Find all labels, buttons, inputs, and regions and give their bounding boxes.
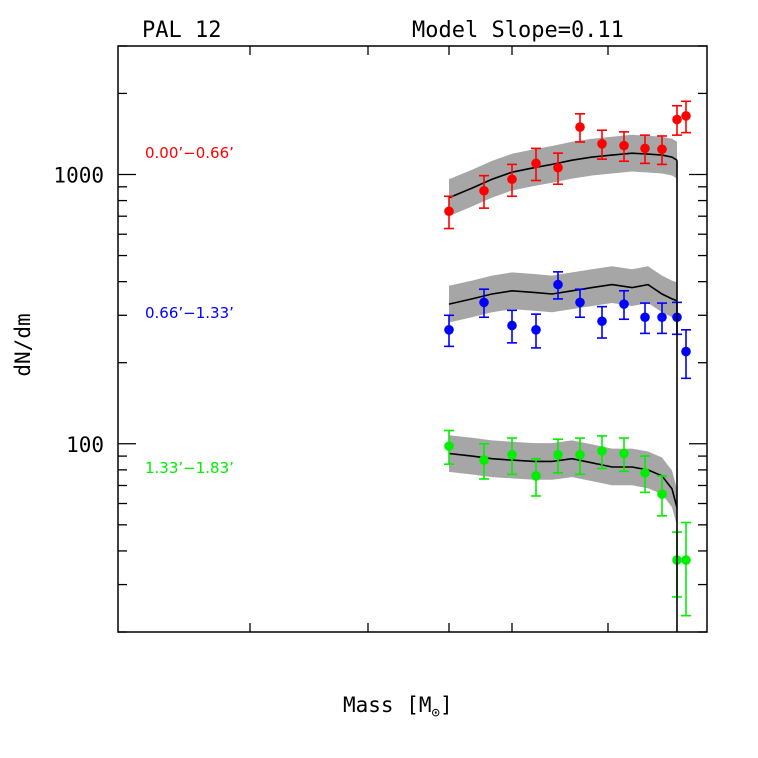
- series-label-2: 0.66’−1.33’: [145, 304, 234, 322]
- point-marker: [553, 450, 563, 460]
- plot-area: 0.00’−0.66’ 0.66’−1.33’ 1.33’−1.83’: [145, 100, 691, 632]
- data-point: [681, 328, 691, 380]
- x-axis-title-close: ]: [440, 693, 453, 717]
- data-point: [507, 437, 517, 476]
- point-marker: [575, 122, 585, 132]
- data-point: [444, 429, 454, 465]
- data-point: [657, 135, 667, 166]
- point-marker: [640, 143, 650, 154]
- data-point: [681, 521, 691, 617]
- data-point: [553, 152, 563, 186]
- point-marker: [640, 468, 650, 478]
- series-3: [444, 429, 691, 617]
- series-1: [444, 100, 691, 230]
- data-point: [619, 289, 629, 321]
- point-marker: [575, 297, 585, 308]
- data-point: [479, 174, 489, 209]
- model-line-1: [448, 152, 678, 199]
- data-point: [640, 302, 650, 335]
- data-point: [619, 437, 629, 473]
- data-point: [597, 129, 607, 160]
- point-marker: [597, 446, 607, 456]
- y-tick-label: 1000: [53, 163, 104, 187]
- series-label-3: 1.33’−1.83’: [145, 459, 234, 477]
- point-marker: [681, 111, 691, 121]
- data-point: [575, 288, 585, 319]
- x-axis-title-text: Mass [M: [343, 693, 432, 717]
- point-marker: [553, 162, 563, 173]
- plot-frame: [117, 45, 708, 633]
- y-axis-title: dN/dm: [11, 313, 35, 376]
- point-marker: [640, 312, 650, 323]
- y-tick-label: 100: [66, 433, 104, 457]
- point-marker: [531, 324, 541, 335]
- data-point: [479, 288, 489, 319]
- data-point: [444, 195, 454, 230]
- point-marker: [657, 312, 667, 323]
- svg-text:Mass [M⊙]: Mass [M⊙]: [343, 693, 453, 721]
- data-point: [575, 437, 585, 476]
- model-band-2: [449, 266, 677, 323]
- chart-title-left: PAL 12: [142, 18, 221, 43]
- data-point: [479, 442, 489, 480]
- point-marker: [444, 441, 454, 451]
- data-point: [507, 163, 517, 198]
- point-marker: [553, 279, 563, 290]
- data-point: [507, 309, 517, 344]
- data-point: [619, 131, 629, 163]
- data-point: [597, 305, 607, 339]
- point-marker: [531, 158, 541, 169]
- point-marker: [444, 324, 454, 335]
- point-marker: [507, 450, 517, 460]
- point-marker: [681, 555, 691, 565]
- point-marker: [672, 114, 682, 125]
- x-axis-title: Mass [M⊙]: [343, 693, 453, 721]
- solar-mass-symbol: ⊙: [432, 705, 441, 721]
- data-point: [657, 475, 667, 517]
- point-marker: [619, 448, 629, 459]
- axis-ticks: [118, 45, 707, 633]
- point-marker: [479, 185, 489, 196]
- chart-title-right: Model Slope=0.11: [412, 18, 624, 43]
- point-marker: [531, 471, 541, 481]
- data-point: [531, 313, 541, 349]
- data-point: [672, 104, 682, 136]
- point-marker: [597, 316, 607, 327]
- series-label-1: 0.00’−0.66’: [145, 144, 234, 162]
- model-band-3: [449, 435, 677, 526]
- data-point: [531, 457, 541, 497]
- point-marker: [681, 346, 691, 357]
- model-line-3: [448, 452, 678, 508]
- point-marker: [575, 450, 585, 460]
- point-marker: [507, 320, 517, 331]
- point-marker: [619, 140, 629, 151]
- data-point: [553, 438, 563, 474]
- point-marker: [479, 297, 489, 308]
- data-point: [597, 435, 607, 470]
- point-marker: [597, 139, 607, 149]
- point-marker: [657, 144, 667, 155]
- data-point: [640, 455, 650, 494]
- data-point: [640, 134, 650, 165]
- data-point: [553, 271, 563, 300]
- point-marker: [619, 299, 629, 309]
- data-point: [575, 113, 585, 143]
- data-point: [681, 100, 691, 134]
- data-point: [531, 147, 541, 182]
- series-2: [444, 266, 691, 380]
- point-marker: [479, 455, 489, 465]
- point-marker: [444, 206, 454, 217]
- data-point: [444, 314, 454, 348]
- point-marker: [507, 174, 517, 185]
- point-marker: [657, 489, 667, 499]
- data-point: [657, 302, 667, 335]
